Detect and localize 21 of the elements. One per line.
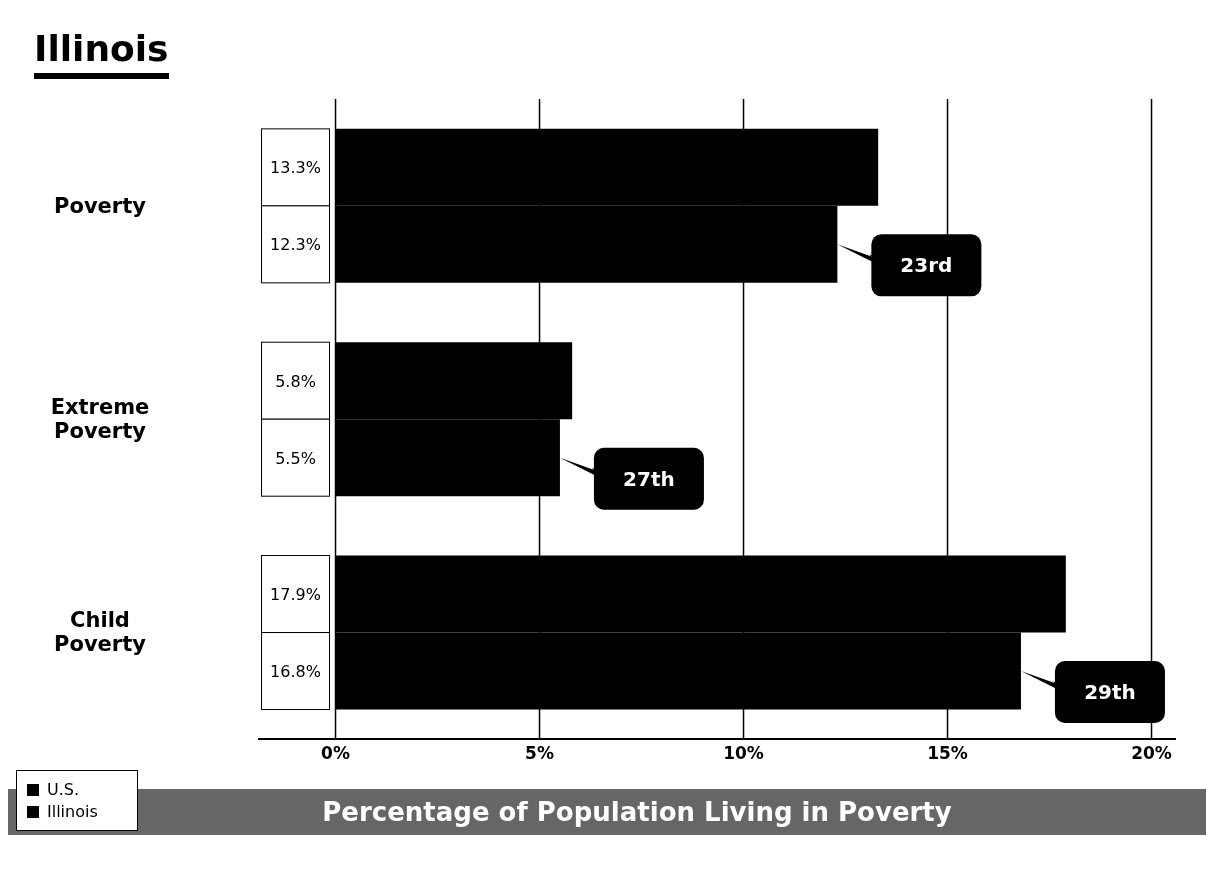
data-label: 5.5% <box>275 448 316 468</box>
data-label: 16.8% <box>270 662 321 682</box>
data-label: 12.3% <box>270 235 321 255</box>
annotation: 27th <box>623 466 675 491</box>
legend-label: U.S. <box>46 780 81 799</box>
data-label: 5.8% <box>275 371 316 391</box>
data-label: 13.3% <box>270 158 321 178</box>
x-tick-label: 5% <box>525 743 554 764</box>
x-tick-label: 20% <box>1131 743 1172 764</box>
annotation: 23rd <box>900 253 953 278</box>
y-tick-label: Extreme Poverty <box>50 395 150 443</box>
x-tick-label: 15% <box>927 743 968 764</box>
data-label: 17.9% <box>270 585 321 605</box>
x-tick-label: 10% <box>723 743 764 764</box>
y-tick-label: Child Poverty <box>54 608 147 657</box>
legend-label: Illinois <box>46 802 99 821</box>
x-tick-label: 0% <box>321 743 350 764</box>
x-axis-title: Percentage of Population Living in Poverty <box>322 797 952 827</box>
y-tick-label: Poverty <box>54 193 147 218</box>
chart-title: Illinois <box>34 28 169 79</box>
annotation: 29th <box>1084 680 1136 705</box>
